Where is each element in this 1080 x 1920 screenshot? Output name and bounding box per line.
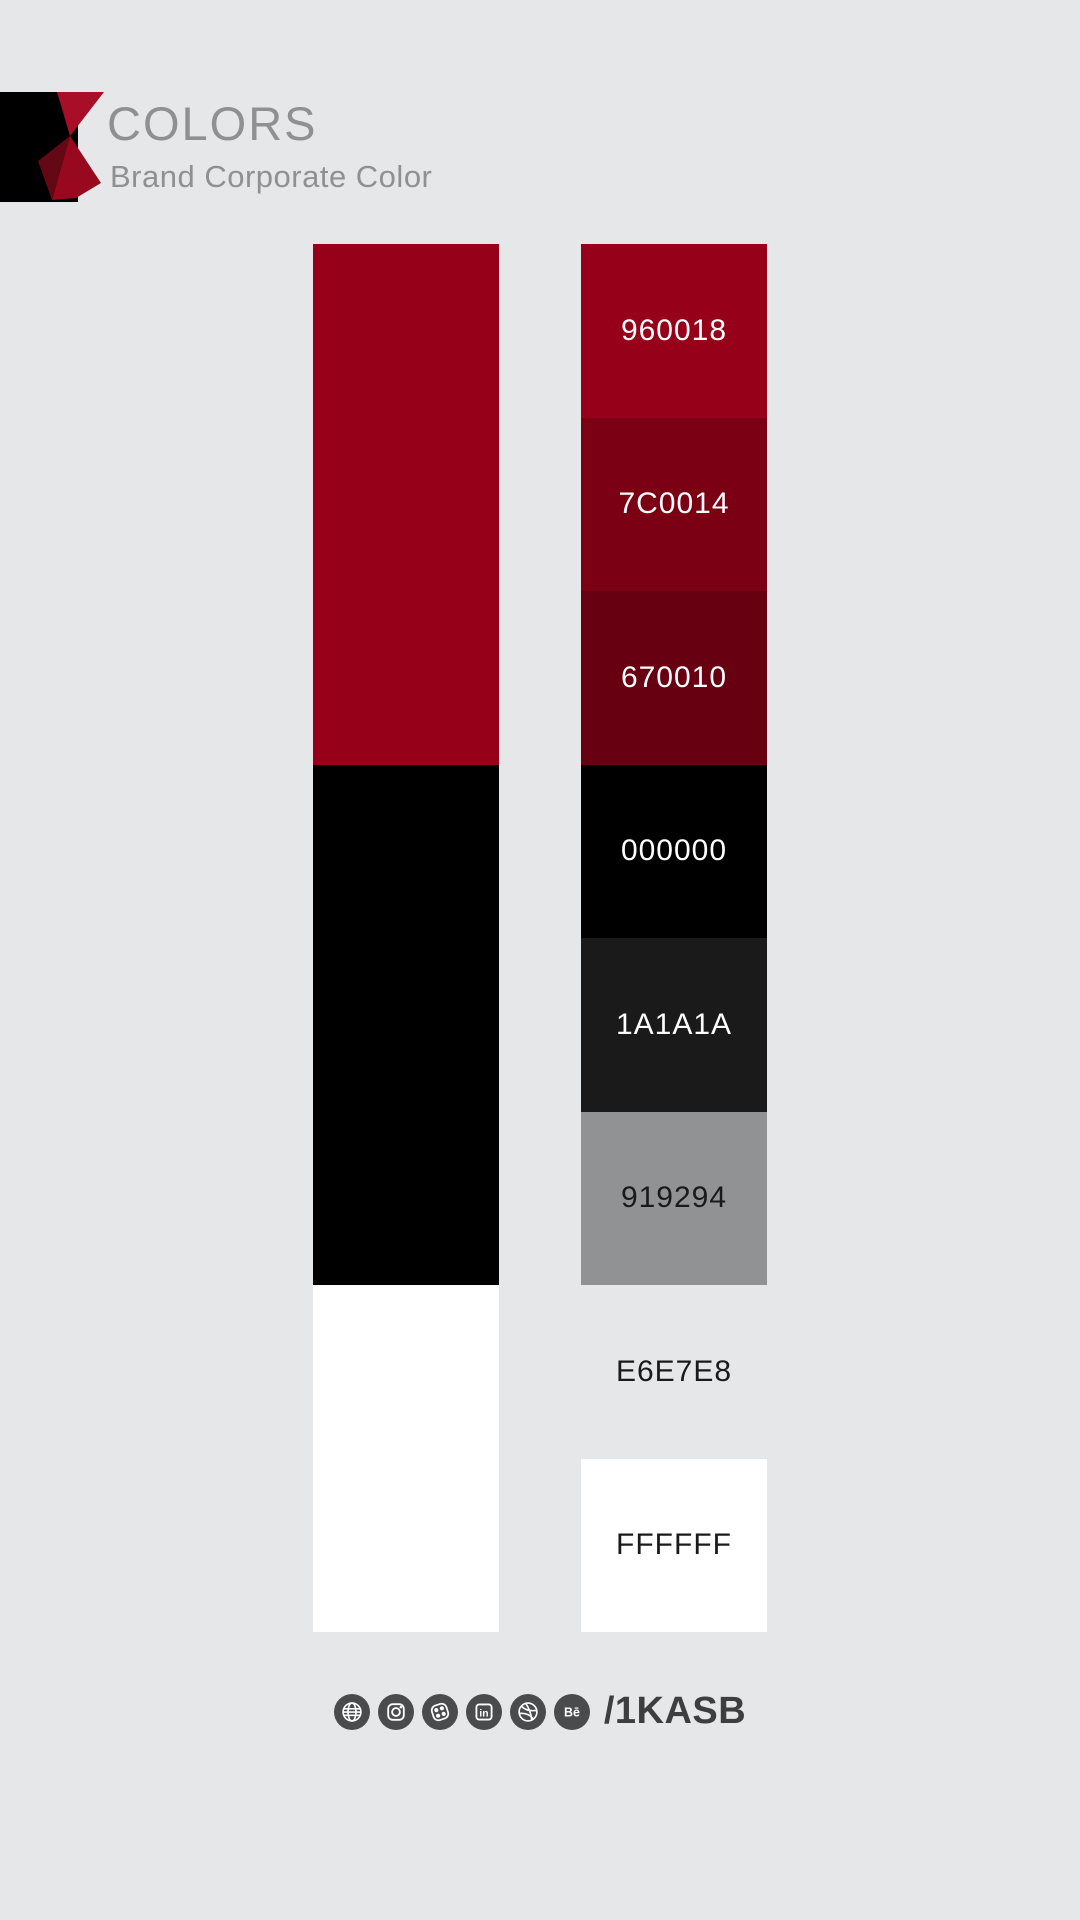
swatch-hex-label: 1A1A1A — [615, 1007, 733, 1041]
instagram-icon[interactable] — [377, 1693, 414, 1730]
globe-icon[interactable] — [333, 1693, 370, 1730]
header: COLORS Brand Corporate Color — [107, 98, 432, 195]
linkedin-icon[interactable]: in — [465, 1693, 502, 1730]
brand-bar-white-segment — [313, 1285, 499, 1632]
brand-bar — [313, 244, 499, 1632]
swatch-row: FFFFFF — [581, 1458, 767, 1632]
page-title: COLORS — [107, 97, 318, 150]
page-subtitle: Brand Corporate Color — [110, 158, 433, 194]
behance-icon[interactable]: Bē — [553, 1693, 590, 1730]
swatch-row: 1A1A1A — [581, 938, 767, 1112]
swatch-hex-label: E6E7E8 — [615, 1354, 733, 1388]
brand-bar-black-segment — [313, 764, 499, 1285]
swatch-hex-label: 7C0014 — [618, 487, 730, 521]
social-handle: /1KASB — [603, 1690, 747, 1732]
logo-k-mark — [38, 92, 104, 200]
swatch-row: 000000 — [581, 764, 767, 938]
swatch-row: 919294 — [581, 1111, 767, 1285]
swatch-row: 960018 — [581, 244, 767, 418]
brand-logo — [0, 92, 104, 202]
brand-bar-red-segment — [313, 244, 499, 765]
swatch-hex-label: 670010 — [620, 660, 728, 694]
swatch-hex-label: 960018 — [620, 313, 728, 347]
swatch-hex-label: FFFFFF — [616, 1528, 732, 1562]
footer: in Bē /1KASB — [0, 1690, 1080, 1733]
behance-glyph: Bē — [564, 1705, 580, 1719]
linkedin-glyph: in — [479, 1708, 488, 1719]
swatch-row: 670010 — [581, 591, 767, 765]
swatch-hex-label: 919294 — [620, 1181, 728, 1215]
swatch-row: E6E7E8 — [581, 1285, 767, 1459]
swatch-hex-label: 000000 — [620, 834, 728, 868]
aparat-icon[interactable] — [421, 1693, 458, 1730]
swatch-row: 7C0014 — [581, 417, 767, 591]
swatch-column: 960018 7C0014 670010 000000 1A1A1A 91929… — [581, 244, 767, 1632]
dribbble-icon[interactable] — [509, 1693, 546, 1730]
